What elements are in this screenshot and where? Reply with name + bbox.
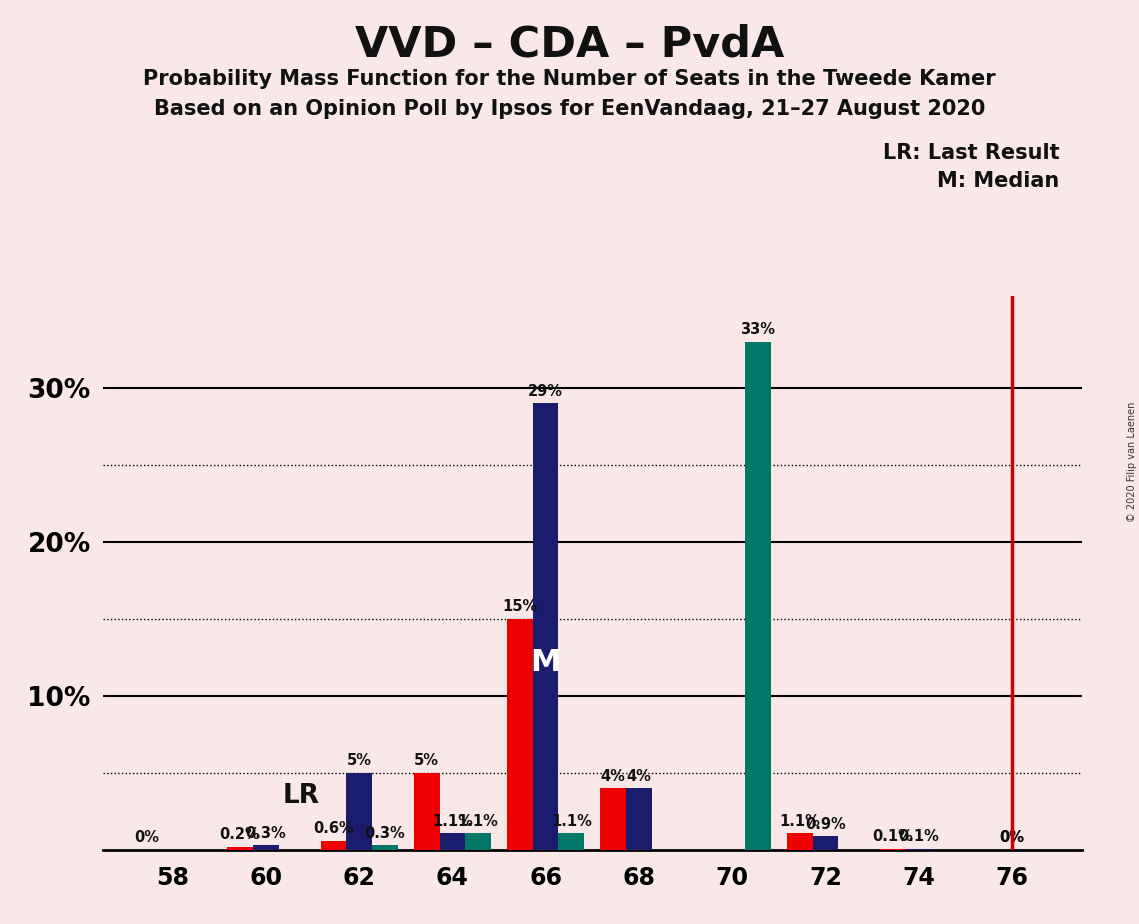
Bar: [228, 847, 253, 850]
Bar: [533, 404, 558, 850]
Text: 0%: 0%: [134, 831, 159, 845]
Text: 33%: 33%: [740, 322, 776, 337]
Text: M: Median: M: Median: [937, 171, 1059, 191]
Text: 0.9%: 0.9%: [805, 817, 846, 832]
Bar: [745, 342, 771, 850]
Text: 29%: 29%: [528, 383, 563, 399]
Bar: [626, 788, 652, 850]
Text: 1.1%: 1.1%: [458, 813, 499, 829]
Text: 0.3%: 0.3%: [364, 826, 405, 841]
Bar: [600, 788, 626, 850]
Text: 1.1%: 1.1%: [779, 813, 820, 829]
Text: 0.2%: 0.2%: [220, 827, 261, 843]
Text: 4%: 4%: [626, 769, 652, 784]
Bar: [372, 845, 398, 850]
Bar: [320, 841, 346, 850]
Text: © 2020 Filip van Laenen: © 2020 Filip van Laenen: [1126, 402, 1137, 522]
Bar: [346, 773, 372, 850]
Bar: [507, 619, 533, 850]
Text: LR: Last Result: LR: Last Result: [883, 143, 1059, 164]
Bar: [558, 833, 584, 850]
Text: 5%: 5%: [346, 753, 371, 769]
Text: M: M: [531, 648, 560, 677]
Bar: [413, 773, 440, 850]
Bar: [880, 848, 906, 850]
Bar: [906, 848, 932, 850]
Text: Based on an Opinion Poll by Ipsos for EenVandaag, 21–27 August 2020: Based on an Opinion Poll by Ipsos for Ee…: [154, 99, 985, 119]
Text: LR: LR: [282, 784, 319, 809]
Bar: [253, 845, 279, 850]
Text: 15%: 15%: [502, 600, 538, 614]
Bar: [465, 833, 491, 850]
Text: 0.3%: 0.3%: [245, 826, 286, 841]
Bar: [813, 836, 838, 850]
Text: 0.6%: 0.6%: [313, 821, 354, 836]
Text: VVD – CDA – PvdA: VVD – CDA – PvdA: [355, 23, 784, 65]
Text: 0.1%: 0.1%: [899, 829, 940, 844]
Text: Probability Mass Function for the Number of Seats in the Tweede Kamer: Probability Mass Function for the Number…: [144, 69, 995, 90]
Bar: [787, 833, 813, 850]
Text: 5%: 5%: [415, 753, 440, 769]
Bar: [440, 833, 465, 850]
Text: 0.1%: 0.1%: [872, 829, 913, 844]
Text: 1.1%: 1.1%: [432, 813, 473, 829]
Text: 0%: 0%: [1000, 831, 1025, 845]
Text: 1.1%: 1.1%: [551, 813, 592, 829]
Text: 4%: 4%: [601, 769, 625, 784]
Text: 0%: 0%: [1000, 831, 1025, 845]
